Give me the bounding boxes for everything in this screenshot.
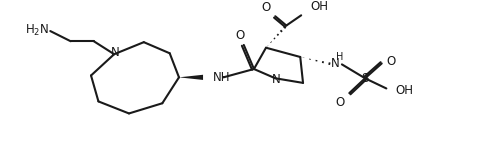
Text: S: S: [362, 72, 369, 85]
Text: NH: NH: [213, 71, 231, 84]
Polygon shape: [179, 75, 203, 80]
Text: H$_2$N: H$_2$N: [25, 23, 50, 38]
Text: OH: OH: [396, 84, 414, 97]
Text: N: N: [331, 57, 339, 70]
Text: H: H: [336, 52, 344, 62]
Text: O: O: [387, 55, 396, 68]
Text: OH: OH: [310, 0, 328, 14]
Text: O: O: [235, 29, 245, 42]
Text: N: N: [111, 46, 120, 59]
Text: O: O: [261, 1, 270, 14]
Text: O: O: [335, 96, 345, 109]
Text: N: N: [272, 73, 281, 86]
